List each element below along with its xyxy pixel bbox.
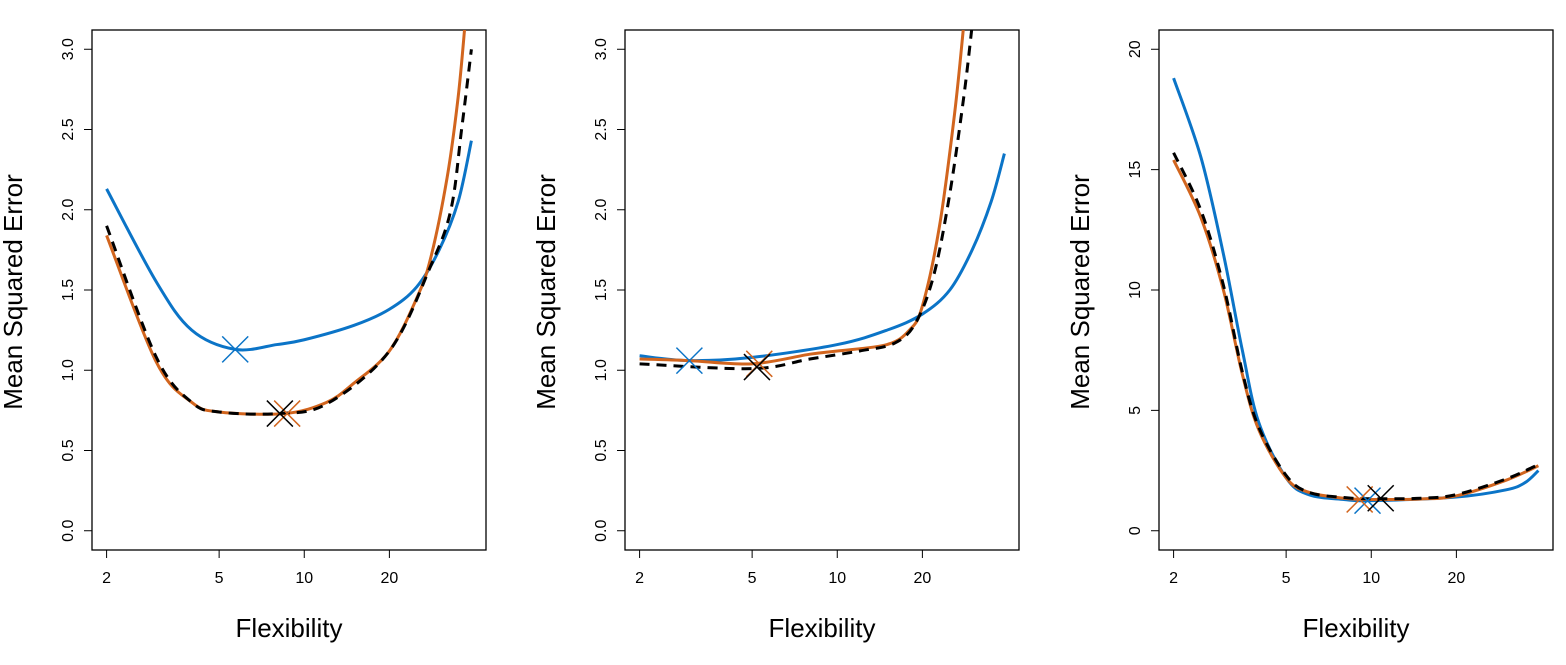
x-tick-label: 10: [1362, 570, 1380, 587]
panel-3: 2 5 10 20 0 5 10 15 20 Flexibility Mean Squared Er…: [1065, 29, 1554, 643]
x-tick-label: 20: [1447, 570, 1465, 587]
x-tick-label: 5: [1282, 570, 1291, 587]
x-tick-label: 2: [102, 570, 111, 587]
x-axis-label: Flexibility: [1303, 613, 1410, 643]
series-line-3: [639, 30, 974, 371]
plot-frame: [1158, 29, 1554, 551]
series-line-2: [105, 30, 467, 416]
x-axis-label: Flexibility: [769, 613, 876, 643]
series-group: [105, 30, 473, 416]
x-tick-label: 5: [215, 570, 224, 587]
x-axis: 2 5 10 20: [102, 549, 398, 587]
y-axis: 0.0 0.5 1.0 1.5 2.0 2.5 3.0: [593, 38, 626, 542]
series-line-1: [639, 153, 1006, 363]
min-marker-2: [273, 400, 301, 428]
y-tick-label: 2.0: [60, 199, 77, 221]
y-axis: 0 5 10 15 20: [1127, 40, 1160, 535]
series-line-3: [1172, 152, 1540, 501]
y-tick-label: 15: [1127, 161, 1144, 179]
panel-1: 2 5 10 20 0.0 0.5 1.0 1.5 2.0 2.5 3.0 Flexibility Me…: [0, 29, 487, 643]
y-tick-label: 0.0: [60, 520, 77, 542]
series-group: [639, 30, 1006, 371]
series-line-1: [105, 140, 473, 352]
series-line-1: [1172, 77, 1540, 503]
x-tick-label: 20: [380, 570, 398, 587]
y-tick-label: 2.0: [593, 199, 610, 221]
y-axis: 0.0 0.5 1.0 1.5 2.0 2.5 3.0: [60, 38, 93, 542]
y-tick-label: 10: [1127, 281, 1144, 299]
min-marker-1: [221, 335, 249, 363]
x-axis-label: Flexibility: [236, 613, 343, 643]
y-tick-label: 0.0: [593, 520, 610, 542]
min-marker-1: [1353, 487, 1382, 515]
plot-frame: [91, 29, 487, 551]
y-tick-label: 1.5: [60, 279, 77, 301]
min-marker-3: [743, 353, 771, 381]
x-tick-label: 2: [635, 570, 644, 587]
y-axis-label: Mean Squared Error: [0, 174, 28, 410]
series-line-2: [1172, 159, 1540, 502]
panel-2: 2 5 10 20 0.0 0.5 1.0 1.5 2.0 2.5 3.0 Flexibility Me…: [531, 29, 1020, 643]
y-tick-label: 2.5: [593, 118, 610, 140]
series-line-3: [105, 49, 473, 416]
min-marker-2: [1346, 485, 1374, 513]
min-marker-3: [266, 400, 294, 428]
y-tick-label: 5: [1127, 406, 1144, 415]
y-tick-label: 2.5: [60, 118, 77, 140]
x-axis: 2 5 10 20: [1169, 549, 1465, 587]
x-tick-label: 2: [1169, 570, 1178, 587]
series-group: [1172, 77, 1540, 503]
series-line-2: [639, 30, 965, 366]
y-tick-label: 0.5: [593, 439, 610, 461]
y-tick-label: 0: [1127, 526, 1144, 535]
y-tick-label: 1.0: [593, 359, 610, 381]
min-marker-1: [675, 347, 703, 375]
y-tick-label: 3.0: [60, 38, 77, 60]
y-axis-label: Mean Squared Error: [1065, 174, 1095, 410]
y-tick-label: 20: [1127, 40, 1144, 58]
x-tick-label: 5: [748, 570, 757, 587]
y-tick-label: 3.0: [593, 38, 610, 60]
x-tick-label: 10: [295, 570, 313, 587]
y-tick-label: 1.5: [593, 279, 610, 301]
y-tick-label: 1.0: [60, 359, 77, 381]
min-marker-3: [1367, 484, 1395, 512]
x-tick-label: 20: [913, 570, 931, 587]
plot-frame: [624, 29, 1020, 551]
y-axis-label: Mean Squared Error: [531, 174, 561, 410]
x-axis: 2 5 10 20: [635, 549, 931, 587]
y-tick-label: 0.5: [60, 439, 77, 461]
x-tick-label: 10: [828, 570, 846, 587]
